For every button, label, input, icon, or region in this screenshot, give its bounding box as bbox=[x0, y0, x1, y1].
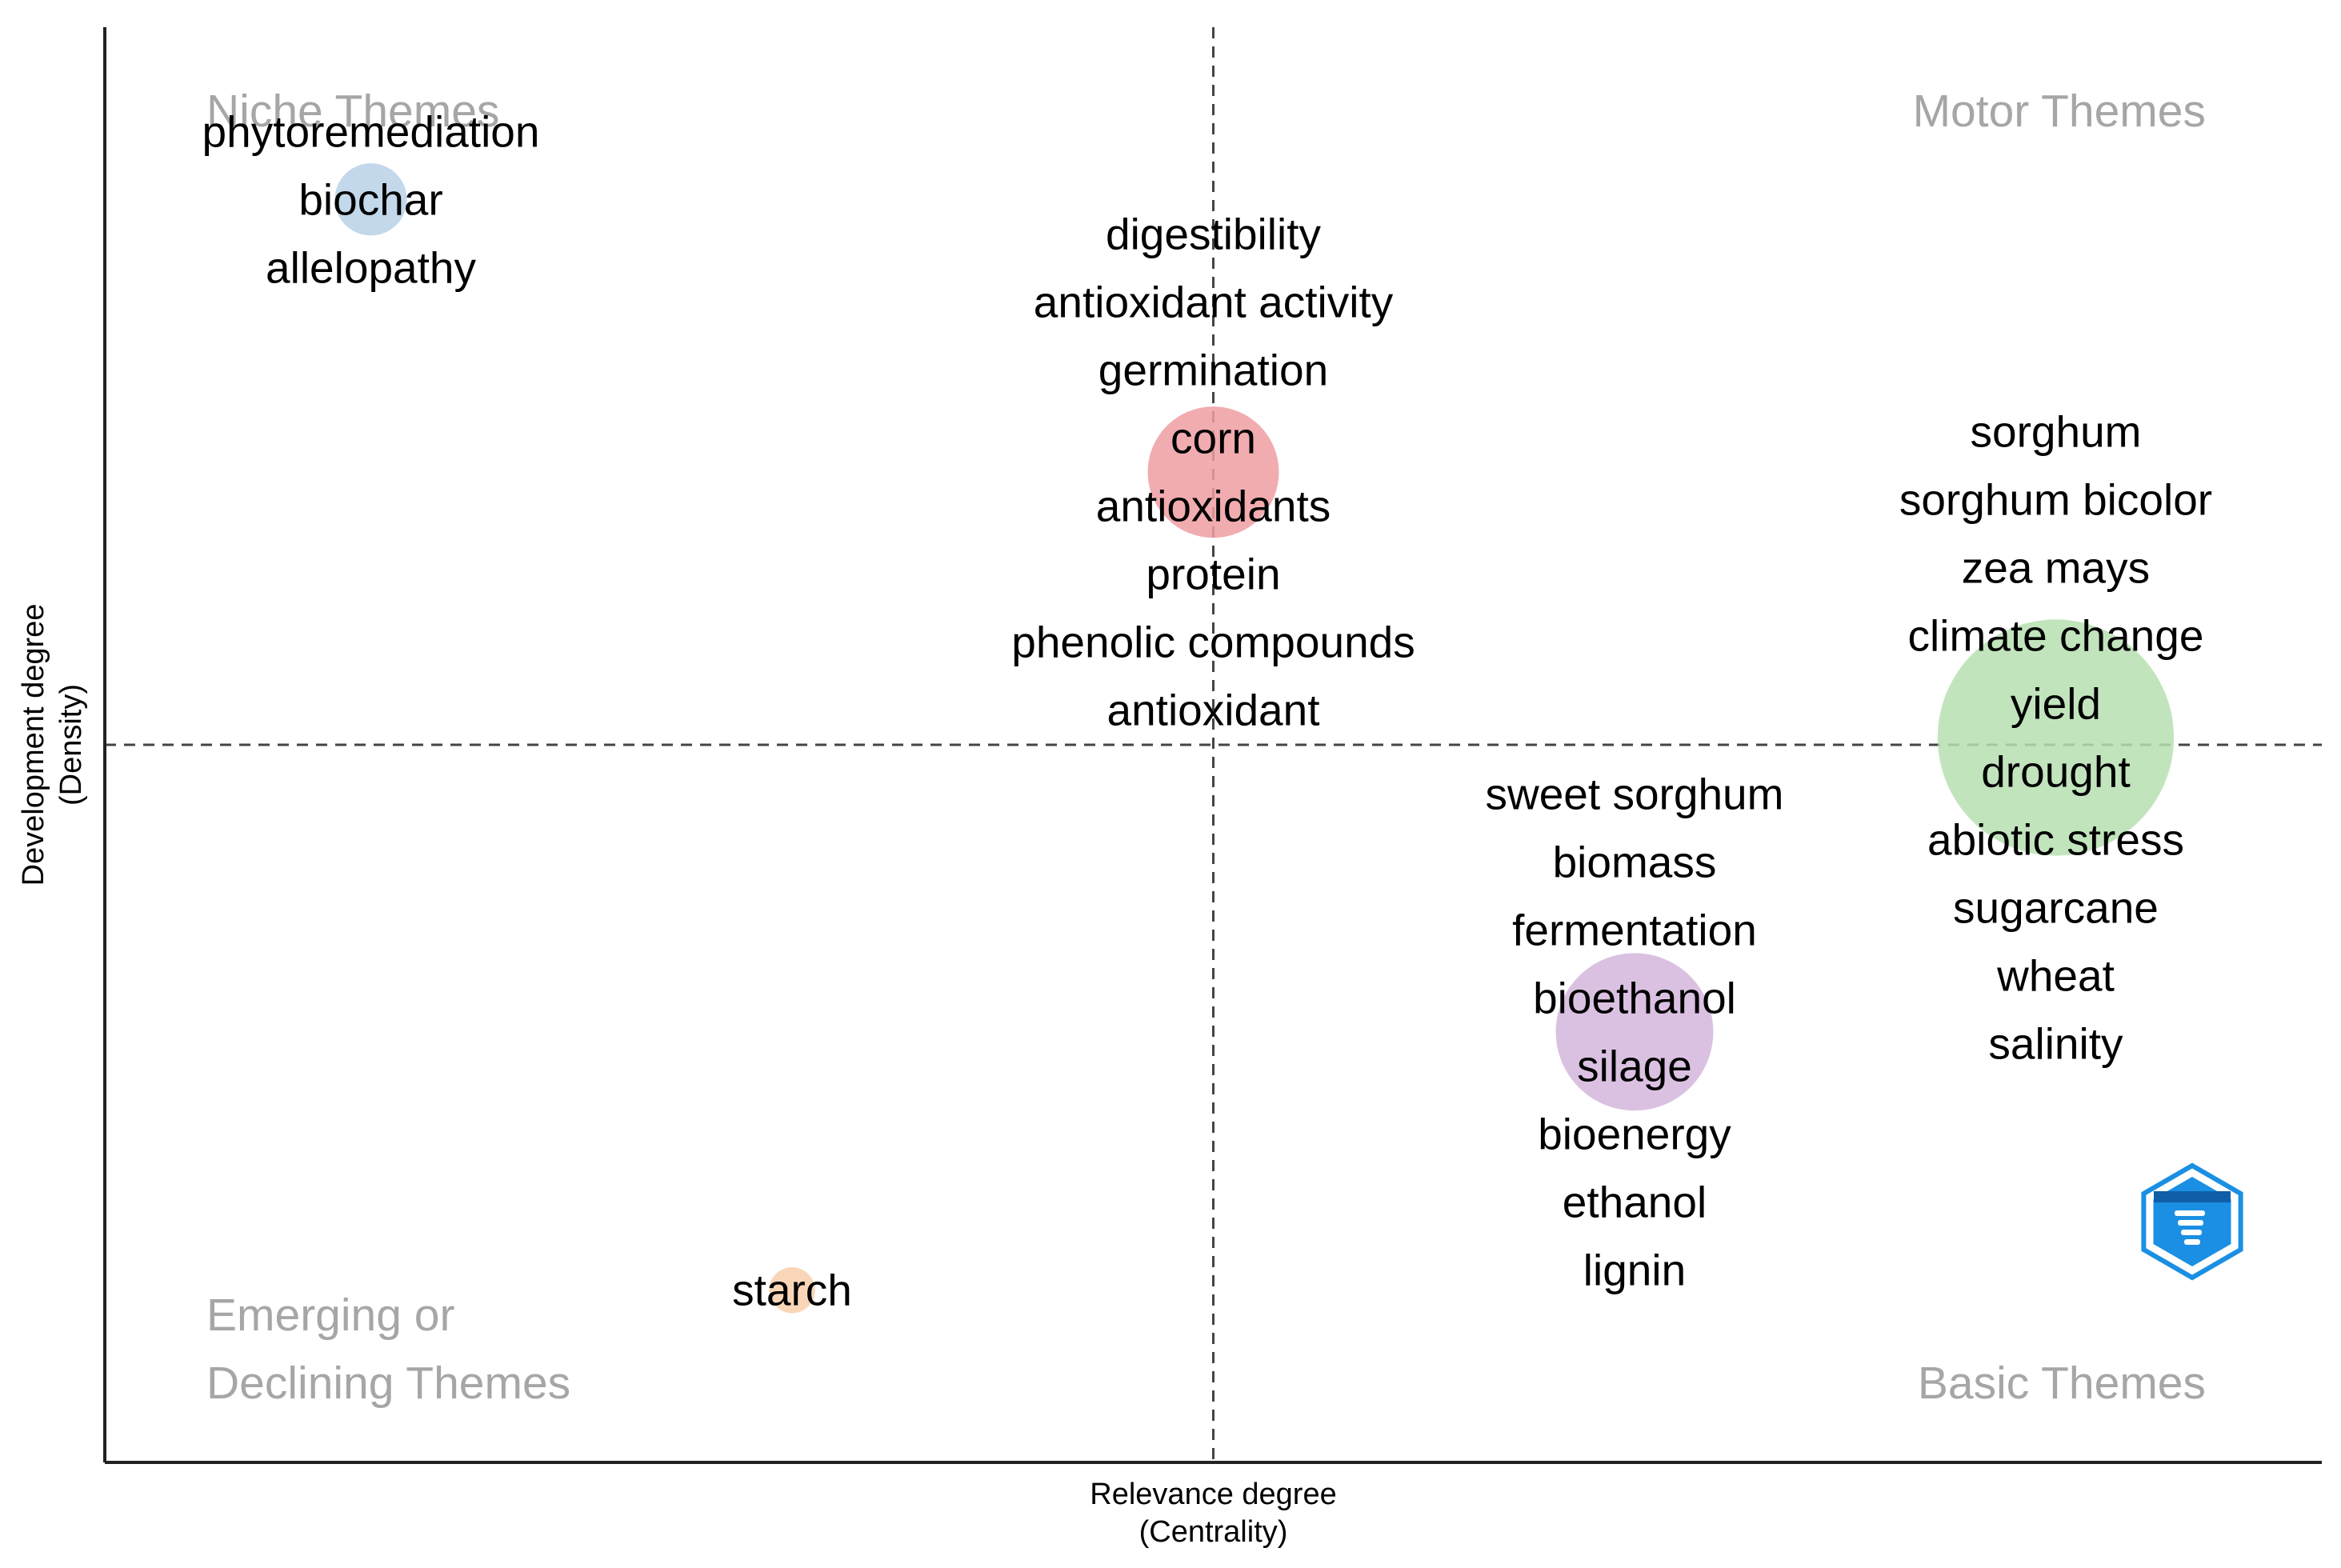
logo-bar bbox=[2181, 1230, 2202, 1235]
logo-bar bbox=[2178, 1220, 2203, 1226]
cluster-keyword-label: sweet sorghum bbox=[1486, 769, 1784, 818]
cluster-keyword-label: phenolic compounds bbox=[1011, 618, 1415, 667]
cluster-keyword-label: protein bbox=[1146, 550, 1280, 599]
keyword-labels: phytoremediation biochar allelopathy digest… bbox=[202, 106, 2213, 1314]
cluster-bubble bbox=[1147, 406, 1279, 538]
cluster-keyword-label: phytoremediation bbox=[202, 106, 540, 156]
cluster-keyword-label: lignin bbox=[1583, 1245, 1686, 1294]
logo-banner bbox=[2154, 1191, 2231, 1202]
quadrant-label: Emerging or bbox=[206, 1290, 454, 1341]
cluster-keyword-label: antioxidants bbox=[1096, 482, 1331, 531]
cluster-bubbles bbox=[334, 163, 2175, 1314]
logo-bar bbox=[2175, 1210, 2205, 1216]
quadrant-labels: Niche Themes Motor Themes Emerging or Decli… bbox=[206, 86, 2206, 1409]
cluster-bubble bbox=[334, 163, 407, 236]
cluster-keyword-label: corn bbox=[1170, 414, 1256, 463]
cluster-keyword-label: sorghum bicolor bbox=[1899, 475, 2212, 525]
cluster-keyword-label: ethanol bbox=[1563, 1177, 1707, 1226]
cluster-keyword-label: starch bbox=[732, 1266, 852, 1315]
cluster-keyword-label: biochar bbox=[298, 174, 442, 224]
cluster-keyword-label: biomass bbox=[1553, 837, 1717, 886]
axes: Relevance degree (Centrality) Development … bbox=[17, 27, 2322, 1549]
cluster-keyword-label: antioxidant bbox=[1106, 686, 1319, 735]
y-axis-title: (Density) bbox=[54, 684, 88, 806]
cluster-keyword-label: bioethanol bbox=[1533, 973, 1736, 1022]
y-axis-title-group: Development degree (Density) bbox=[17, 604, 88, 886]
quadrant-label: Basic Themes bbox=[1918, 1358, 2206, 1409]
cluster-keyword-label: allelopathy bbox=[266, 242, 476, 292]
cluster-keyword-label: drought bbox=[1981, 747, 2131, 797]
cluster-keyword-label: abiotic stress bbox=[1927, 815, 2184, 865]
cluster-keyword-label: yield bbox=[2011, 679, 2101, 729]
bibliometrix-logo-icon bbox=[2141, 1162, 2243, 1281]
cluster-keyword-label: bioenergy bbox=[1538, 1109, 1731, 1158]
cluster-keyword-label: wheat bbox=[1996, 951, 2115, 1001]
cluster-keyword-label: sorghum bbox=[1970, 407, 2141, 457]
cluster-keyword-label: antioxidant activity bbox=[1034, 278, 1394, 327]
cluster-keyword-label: salinity bbox=[1988, 1019, 2123, 1069]
cluster-keyword-label: zea mays bbox=[1962, 543, 2150, 593]
logo-bar bbox=[2184, 1239, 2200, 1245]
cluster-keyword-label: sugarcane bbox=[1953, 883, 2159, 933]
cluster-bubble bbox=[1937, 619, 2175, 856]
cluster-bubble bbox=[769, 1267, 815, 1314]
quadrant-label: Motor Themes bbox=[1913, 86, 2206, 137]
quadrant-label: Declining Themes bbox=[206, 1358, 570, 1409]
quadrant-label: Niche Themes bbox=[206, 86, 499, 137]
cluster-bubble bbox=[1555, 953, 1714, 1111]
cluster-keyword-label: climate change bbox=[1908, 611, 2204, 661]
cluster-keyword-label: germination bbox=[1098, 346, 1328, 395]
y-axis-title: Development degree bbox=[17, 604, 50, 886]
x-axis-title: (Centrality) bbox=[1139, 1515, 1288, 1549]
cluster-keyword-label: digestibility bbox=[1106, 210, 1322, 259]
cluster-keyword-label: silage bbox=[1577, 1041, 1692, 1090]
x-axis-title: Relevance degree bbox=[1090, 1478, 1336, 1511]
cluster-keyword-label: fermentation bbox=[1512, 905, 1757, 954]
